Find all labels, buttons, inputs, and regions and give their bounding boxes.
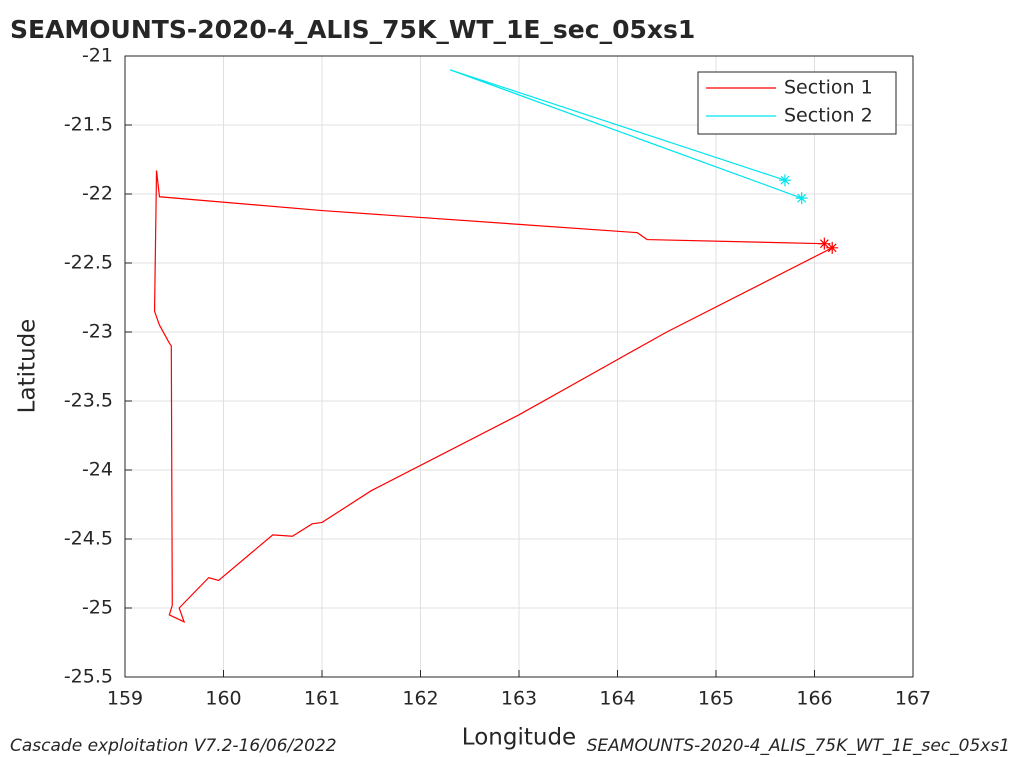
y-tick-label: -21 [82, 45, 113, 67]
endpoint-marker [795, 192, 808, 205]
endpoint-marker [826, 241, 839, 254]
x-tick-label: 161 [304, 688, 340, 710]
endpoint-marker [778, 174, 791, 187]
y-tick-label: -22.5 [64, 252, 113, 274]
plot-frame [124, 55, 914, 678]
legend-label: Section 2 [784, 105, 873, 127]
x-tick-label: 160 [205, 688, 241, 710]
y-tick-label: -23 [82, 321, 113, 343]
x-tick-label: 159 [107, 688, 143, 710]
y-tick-label: -25 [82, 597, 113, 619]
footer-right: SEAMOUNTS-2020-4_ALIS_75K_WT_1E_sec_05xs… [587, 736, 1010, 756]
y-tick-label: -24 [82, 459, 113, 481]
legend-box [697, 71, 897, 135]
y-tick-label: -21.5 [64, 114, 113, 136]
chart-title: SEAMOUNTS-2020-4_ALIS_75K_WT_1E_sec_05xs… [10, 15, 695, 44]
series-line [153, 170, 833, 623]
x-tick-label: 162 [402, 688, 438, 710]
y-tick-label: -25.5 [64, 666, 113, 688]
x-tick-label: 167 [895, 688, 931, 710]
x-tick-label: 165 [698, 688, 734, 710]
x-tick-label: 163 [501, 688, 537, 710]
series-line [449, 69, 802, 199]
footer-left: Cascade exploitation V7.2-16/06/2022 [10, 736, 337, 756]
x-tick-label: 164 [599, 688, 635, 710]
y-tick-label: -24.5 [64, 528, 113, 550]
y-tick-label: -23.5 [64, 390, 113, 412]
legend-label: Section 1 [784, 77, 873, 99]
endpoint-marker [818, 237, 831, 250]
x-axis-label: Longitude [462, 725, 576, 751]
x-tick-label: 166 [796, 688, 832, 710]
y-axis-label: Latitude [15, 319, 41, 414]
y-tick-label: -22 [82, 183, 113, 205]
